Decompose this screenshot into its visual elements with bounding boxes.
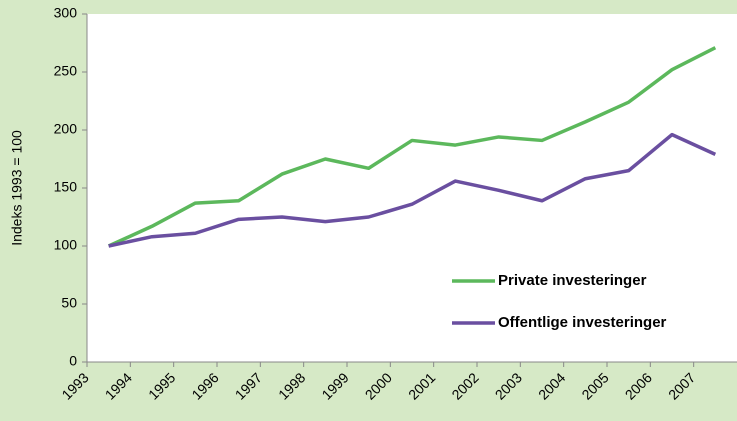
line <box>107 46 717 248</box>
y-tick-label: 100 <box>54 237 78 253</box>
y-tick-label: 200 <box>54 121 78 137</box>
y-tick-label: 0 <box>69 353 77 369</box>
legend-label: Private investeringer <box>498 272 647 289</box>
y-tick-label: 300 <box>54 5 78 21</box>
y-tick-label: 250 <box>54 63 78 79</box>
y-tick-label: 150 <box>54 179 78 195</box>
legend-label: Offentlige investeringer <box>498 314 667 331</box>
plot-area <box>87 14 737 362</box>
line <box>108 132 717 248</box>
y-axis-label: Indeks 1993 = 100 <box>9 130 25 246</box>
y-tick-label: 50 <box>61 295 77 311</box>
